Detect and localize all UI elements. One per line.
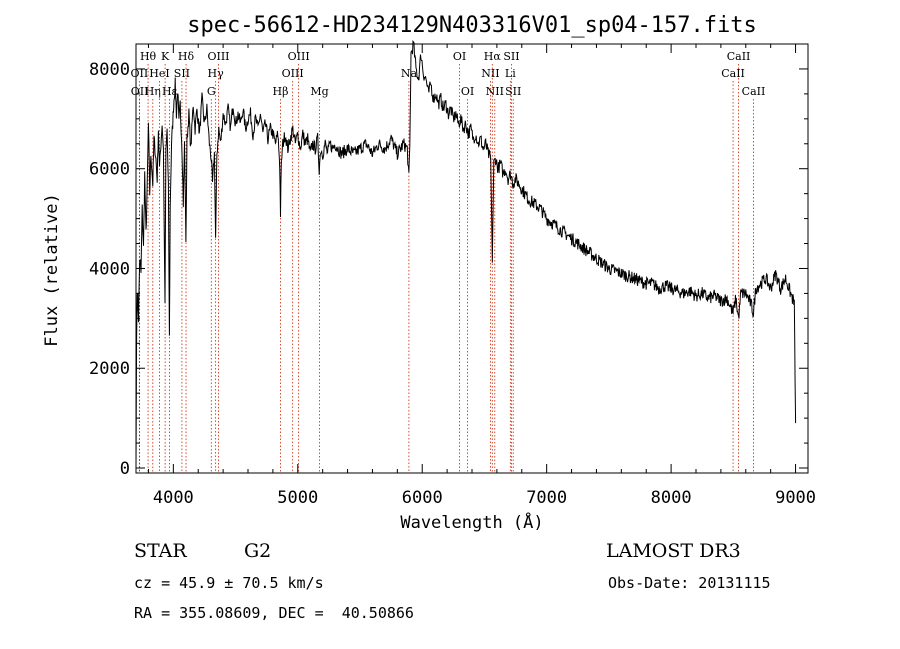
spectral-line-label: HeI	[149, 67, 169, 80]
object-class: STAR	[134, 540, 187, 562]
spectral-subclass: G2	[244, 540, 272, 562]
x-tick-label: 8000	[651, 488, 692, 508]
flux-series	[135, 39, 797, 469]
x-tick-label: 4000	[153, 488, 194, 508]
spectral-line-label: OIII	[282, 67, 304, 80]
spectral-line-label: Hγ	[208, 67, 225, 80]
spectral-line-label: CaII	[727, 50, 751, 63]
spectral-line-label: K	[161, 50, 170, 63]
spectral-line-label: CaII	[742, 85, 766, 98]
spectral-line-label: Na	[401, 67, 418, 80]
spectral-line-label: G	[207, 85, 216, 98]
x-tick-label: 7000	[526, 488, 567, 508]
x-tick-label: 6000	[402, 488, 443, 508]
spectral-line-label: Hη	[145, 85, 161, 98]
chart-title: spec-56612-HD234129N403316V01_sp04-157.f…	[187, 13, 757, 38]
spectral-line-label: OII	[131, 67, 149, 80]
y-tick-label: 6000	[89, 160, 130, 180]
axes: 4000 5000 6000 7000 8000 9000 0 2000 4000 6000 800…	[89, 44, 816, 508]
spectral-line-label: SII	[503, 50, 519, 63]
spectral-line-label: CaII	[721, 67, 745, 80]
survey-name: LAMOST DR3	[606, 540, 741, 562]
redshift-line: cz = 45.9 ± 70.5 km/s	[134, 574, 324, 592]
obs-date: Obs-Date: 20131115	[608, 574, 771, 592]
y-tick-label: 4000	[89, 259, 130, 279]
spectral-line-label: OI	[461, 85, 474, 98]
spectral-line-label: OI	[453, 50, 466, 63]
spectral-line-label: Hα	[484, 50, 502, 63]
y-axis-label: Flux (relative)	[42, 193, 62, 347]
flux-line	[135, 39, 797, 469]
spectral-line-label: SII	[174, 67, 190, 80]
spectral-line-label: Hδ	[178, 50, 195, 63]
y-tick-label: 0	[120, 459, 130, 479]
x-axis-label: Wavelength (Å)	[400, 511, 543, 533]
spectral-line-label: NII	[486, 85, 504, 98]
spectral-line-label: Hβ	[273, 85, 289, 98]
spectral-line-label: NII	[481, 67, 499, 80]
spectral-line-label: OIII	[288, 50, 310, 63]
y-tick-label: 8000	[89, 60, 130, 80]
spectral-line-label: SII	[505, 85, 521, 98]
spectral-line-label: Hθ	[140, 50, 157, 63]
plot-frame	[135, 43, 809, 474]
spectral-line-label: OII	[131, 85, 149, 98]
spectral-line-label: Li	[505, 67, 516, 80]
spectral-line-label: OIII	[207, 50, 229, 63]
y-tick-label: 2000	[89, 359, 130, 379]
x-tick-label: 9000	[775, 488, 816, 508]
spectral-line-label: Hε	[162, 85, 178, 98]
coordinates: RA = 355.08609, DEC = 40.50866	[134, 604, 414, 622]
spectral-line-label: Mg	[310, 85, 328, 98]
x-tick-label: 5000	[277, 488, 318, 508]
